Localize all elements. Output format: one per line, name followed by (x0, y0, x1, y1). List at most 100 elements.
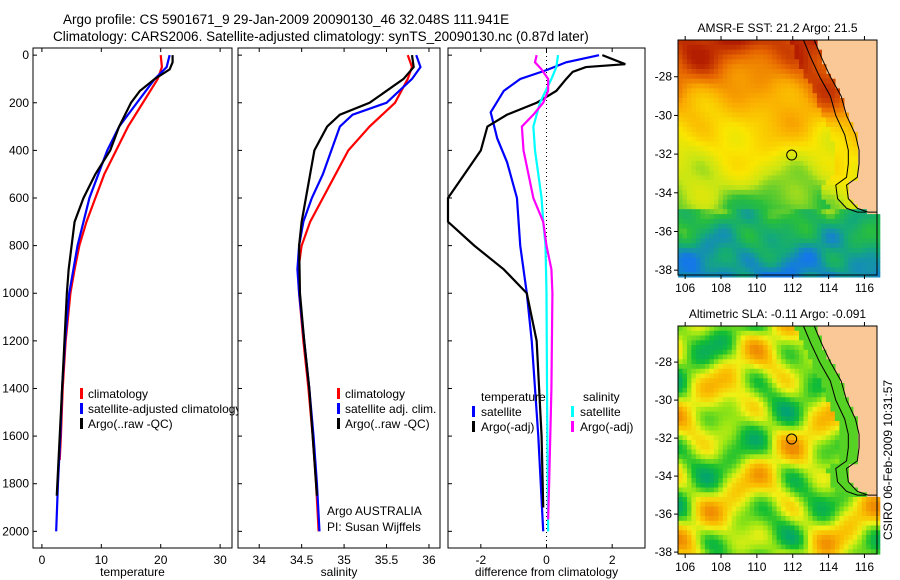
map-cell (695, 228, 701, 234)
map-cell (758, 430, 764, 436)
map-cell (754, 146, 760, 152)
map-cell (749, 112, 755, 118)
map-cell (794, 54, 800, 60)
map-cell (709, 478, 715, 484)
map-cell (678, 473, 684, 479)
map-cell (740, 397, 746, 403)
map-cell (812, 122, 818, 128)
map-cell (763, 539, 769, 546)
map-title: AMSR-E SST: 21.2 Argo: 21.5 (697, 21, 857, 35)
map-cell (803, 349, 809, 356)
map-cell (781, 238, 787, 244)
map-cell (745, 478, 751, 484)
map-cell (852, 214, 858, 220)
map-cell (682, 492, 688, 498)
legend-label: climatology (345, 387, 405, 401)
map-cell (754, 516, 760, 522)
map-cell (722, 228, 728, 234)
map-cell (834, 252, 840, 259)
map-cell (678, 252, 684, 259)
map-cell (687, 335, 693, 341)
map-cell (803, 392, 809, 398)
map-cell (745, 59, 751, 65)
map-cell (790, 252, 796, 259)
map-cell (754, 506, 760, 512)
map-cell (758, 189, 764, 196)
map-cell (682, 257, 688, 263)
map-cell (772, 506, 778, 512)
map-cell (682, 98, 688, 104)
map-cell (709, 151, 715, 157)
map-cell (808, 326, 814, 332)
credit-text: CSIRO 06-Feb-2009 10:31:57 (881, 380, 895, 540)
map-cell (812, 383, 818, 389)
map-cell (830, 160, 836, 167)
map-cell (794, 93, 800, 99)
map-cell (776, 373, 782, 379)
map-cell (749, 102, 755, 109)
map-cell (870, 262, 876, 268)
map-cell (785, 421, 791, 427)
map-cell (695, 535, 701, 541)
map-cell (772, 425, 778, 432)
map-cell (825, 482, 831, 489)
map-cell (713, 454, 719, 460)
map-cell (758, 511, 764, 517)
map-cell (691, 141, 697, 147)
map-cell (776, 214, 782, 220)
map-cell (781, 194, 787, 201)
map-cell (834, 525, 840, 531)
map-cell (758, 257, 764, 263)
map-cell (808, 141, 814, 147)
map-cell (736, 335, 742, 341)
map-cell (763, 117, 769, 123)
map-cell (718, 539, 724, 546)
y-tick-label: -34 (655, 186, 673, 200)
map-cell (821, 175, 827, 181)
map-cell (687, 257, 693, 263)
map-cell (758, 170, 764, 176)
map-cell (678, 185, 684, 191)
map-cell (691, 440, 697, 446)
map-cell (718, 233, 724, 239)
map-cell (839, 402, 845, 408)
map-cell (763, 189, 769, 196)
map-cell (709, 378, 715, 384)
map-cell (825, 397, 831, 403)
map-cell (704, 454, 710, 460)
map-cell (812, 165, 818, 172)
map-cell (754, 373, 760, 379)
map-cell (695, 257, 701, 263)
map-cell (745, 359, 751, 365)
map-cell (776, 421, 782, 427)
map-cell (799, 185, 805, 191)
map-cell (790, 175, 796, 181)
map-cell (808, 69, 814, 75)
map-cell (736, 430, 742, 436)
map-cell (799, 189, 805, 196)
map-cell (790, 383, 796, 389)
map-cell (745, 247, 751, 254)
map-cell (758, 127, 764, 133)
map-cell (825, 262, 831, 268)
map-cell (691, 397, 697, 403)
map-cell (740, 247, 746, 254)
map-cell (687, 535, 693, 541)
map-cell (713, 478, 719, 484)
map-cell (731, 165, 737, 172)
map-cell (727, 131, 733, 138)
map-cell (857, 525, 863, 531)
map-cell (722, 112, 728, 118)
map-cell (852, 247, 858, 254)
map-cell (839, 549, 845, 555)
map-cell (790, 185, 796, 191)
map-cell (790, 392, 796, 398)
map-cell (812, 544, 818, 550)
map-cell (776, 44, 782, 51)
map-cell (803, 539, 809, 546)
map-cell (767, 482, 773, 489)
map-cell (736, 497, 742, 503)
map-cell (682, 459, 688, 465)
map-cell (830, 180, 836, 186)
map-cell (736, 189, 742, 196)
